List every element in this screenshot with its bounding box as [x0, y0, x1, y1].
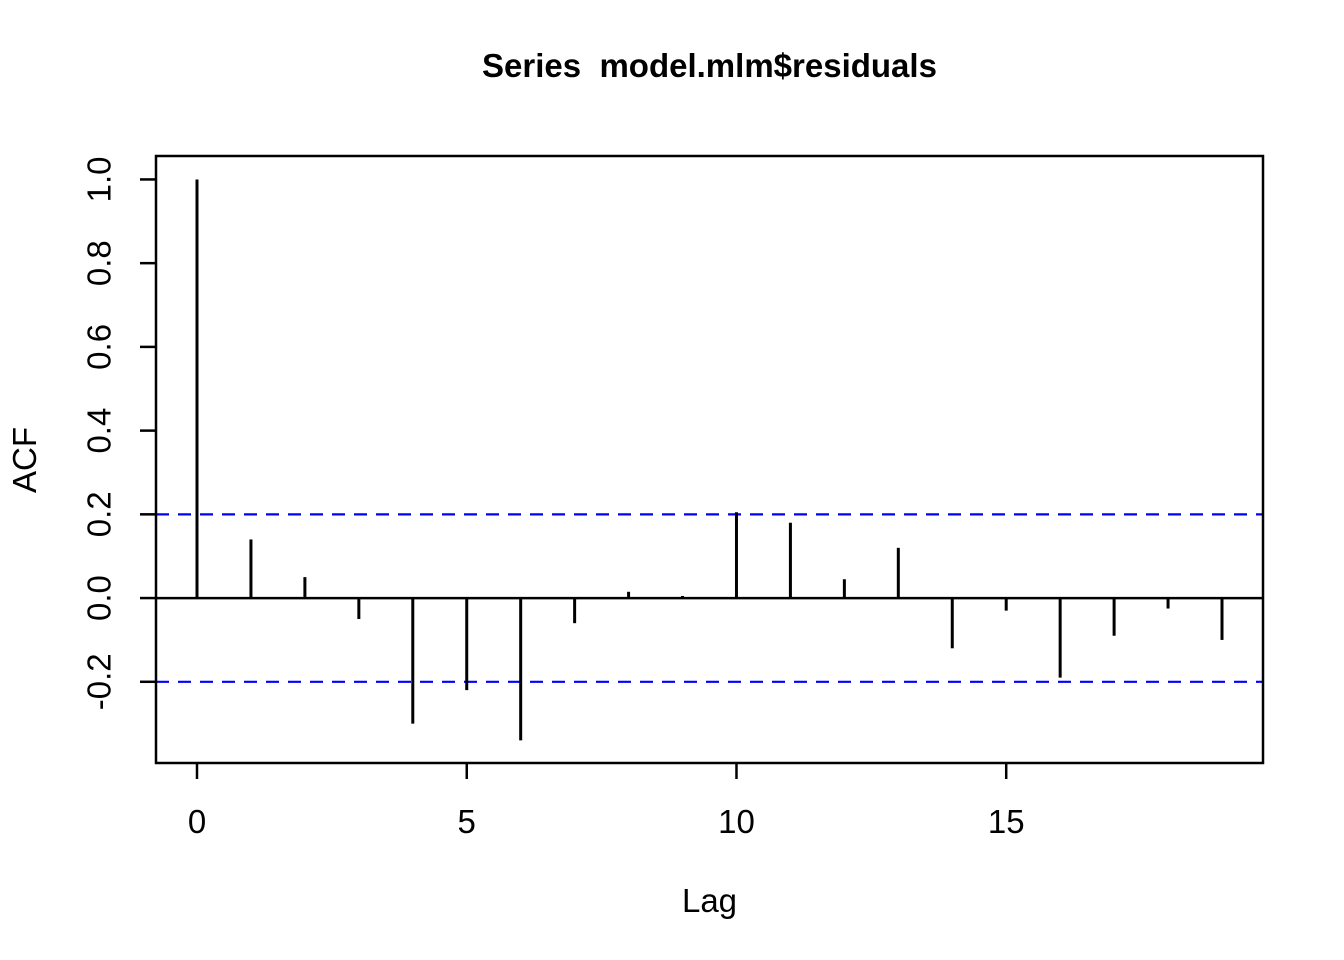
- y-tick-label-0.4: 0.4: [81, 408, 118, 454]
- y-tick-label-0.2: 0.2: [81, 491, 118, 537]
- y-tick-label-0.6: 0.6: [81, 324, 118, 370]
- x-tick-label-10: 10: [718, 803, 755, 840]
- x-tick-label-15: 15: [988, 803, 1025, 840]
- chart-title: Series model.mlm$residuals: [482, 47, 937, 84]
- y-tick-label--0.2: -0.2: [81, 653, 118, 710]
- y-tick-label-0.0: 0.0: [81, 575, 118, 621]
- plot-box: [154, 154, 1265, 765]
- x-axis-title: Lag: [681, 882, 738, 919]
- y-tick-label-0.8: 0.8: [81, 240, 118, 286]
- y-tick-label-1.0: 1.0: [81, 157, 118, 203]
- x-tick-label-0: 0: [188, 803, 206, 840]
- x-tick-label-5: 5: [458, 803, 476, 840]
